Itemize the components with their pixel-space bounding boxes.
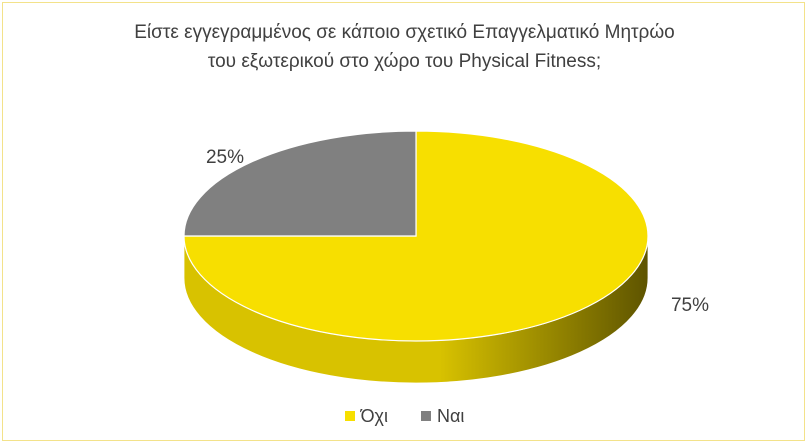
legend-label-oxi: Όχι [360,405,388,426]
chart-legend: Όχι Ναι [0,405,809,427]
legend-item-oxi: Όχι [344,405,388,427]
pie-slice-nai [183,130,417,237]
chart-title-line-2: του εξωτερικού στο χώρο του Physical Fit… [207,51,602,72]
legend-swatch-nai [421,411,431,421]
data-label-oxi: 75% [671,295,709,316]
data-label-nai: 25% [206,147,244,168]
legend-swatch-oxi [344,411,355,421]
chart-title-line-1: Είστε εγγεγραμμένος σε κάποιο σχετικό Επ… [134,22,675,43]
chart-title: Είστε εγγεγραμμένος σε κάποιο σχετικό Επ… [0,18,809,76]
legend-item-nai: Ναι [421,406,464,427]
legend-label-nai: Ναι [437,405,465,426]
